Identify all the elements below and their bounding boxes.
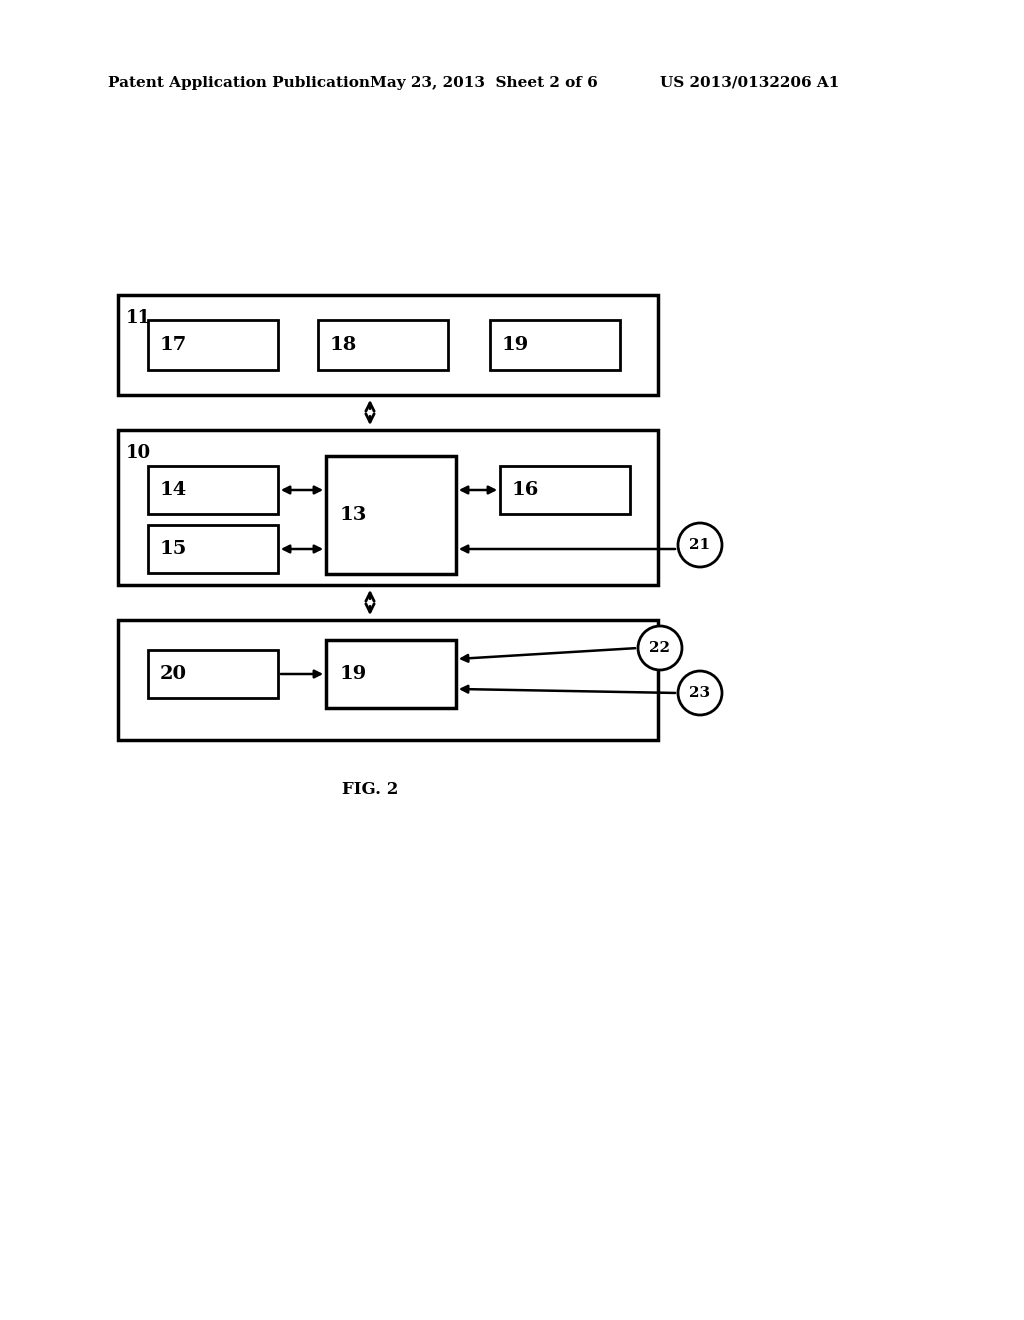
Bar	[148, 466, 278, 513]
Text: 17: 17	[160, 337, 187, 354]
Ellipse shape	[638, 626, 682, 671]
Bar	[148, 525, 278, 573]
Bar	[148, 649, 278, 698]
Text: 10: 10	[126, 444, 152, 462]
Bar	[326, 455, 456, 574]
Text: 22: 22	[649, 642, 671, 655]
Text: 11: 11	[126, 309, 151, 327]
Ellipse shape	[678, 671, 722, 715]
Text: US 2013/0132206 A1: US 2013/0132206 A1	[660, 77, 840, 90]
Text: 21: 21	[689, 539, 711, 552]
Bar	[490, 319, 620, 370]
Text: 19: 19	[340, 665, 368, 682]
Bar	[500, 466, 630, 513]
Bar	[318, 319, 449, 370]
Ellipse shape	[678, 523, 722, 568]
Text: 20: 20	[160, 665, 187, 682]
Text: 18: 18	[330, 337, 357, 354]
Text: 15: 15	[160, 540, 187, 558]
Bar	[118, 294, 658, 395]
Text: FIG. 2: FIG. 2	[342, 781, 398, 799]
Bar	[118, 620, 658, 741]
Bar	[326, 640, 456, 708]
Text: 23: 23	[689, 686, 711, 700]
Text: May 23, 2013  Sheet 2 of 6: May 23, 2013 Sheet 2 of 6	[370, 77, 598, 90]
Text: 19: 19	[502, 337, 529, 354]
Text: 16: 16	[512, 480, 540, 499]
Bar	[118, 430, 658, 585]
Text: 13: 13	[340, 506, 368, 524]
Bar	[148, 319, 278, 370]
Text: 14: 14	[160, 480, 187, 499]
Text: Patent Application Publication: Patent Application Publication	[108, 77, 370, 90]
